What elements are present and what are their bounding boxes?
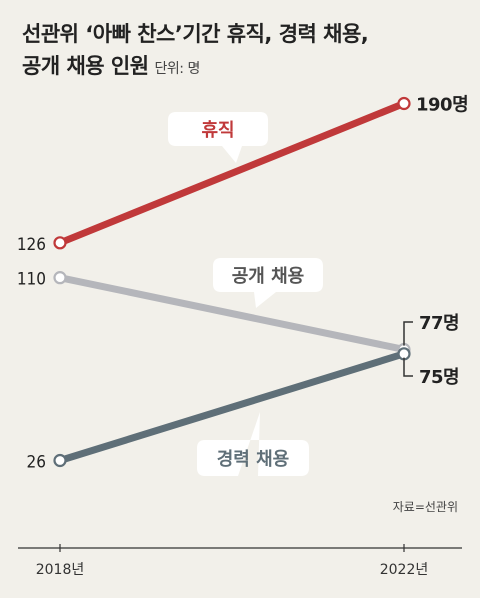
callout-bubble [197,412,309,476]
series-line [56,274,408,353]
callout-bubble [168,112,268,163]
start-value-label: 26 [27,453,46,473]
label-bracket [403,321,413,377]
end-value-label: 77명 [419,313,459,334]
source-note: 자료=선관위 [392,500,458,514]
series-line [56,350,408,464]
series-name-label: 공개 채용 [232,266,305,287]
start-value-label: 126 [17,235,46,255]
end-value-label: 75명 [419,367,459,388]
data-point [53,271,67,285]
start-value-label: 110 [17,270,46,290]
series-name-label: 휴직 [201,120,234,141]
chart-title: 선관위 ‘아빠 찬스’기간 휴직, 경력 채용, 공개 채용 인원 단위: 명 [22,18,472,85]
title-line-1: 선관위 ‘아빠 찬스’기간 휴직, 경력 채용, [22,22,369,46]
unit-label: 단위: 명 [154,61,201,77]
x-tick-label: 2018년 [36,562,85,578]
data-point [53,453,67,468]
x-tick-label: 2022년 [380,562,429,578]
data-point [53,236,67,250]
end-value-label: 190명 [416,95,468,116]
title-line-2: 공개 채용 인원 [22,54,149,78]
series-line [56,100,408,247]
callout-bubble [213,258,323,308]
data-point [397,96,411,111]
series-name-label: 경력 채용 [217,449,290,470]
